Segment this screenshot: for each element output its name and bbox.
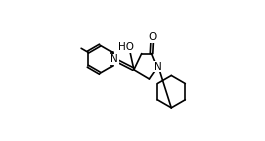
Text: O: O [149,32,157,42]
Text: N: N [154,62,162,72]
Text: HO: HO [118,42,134,52]
Text: N: N [110,54,118,64]
